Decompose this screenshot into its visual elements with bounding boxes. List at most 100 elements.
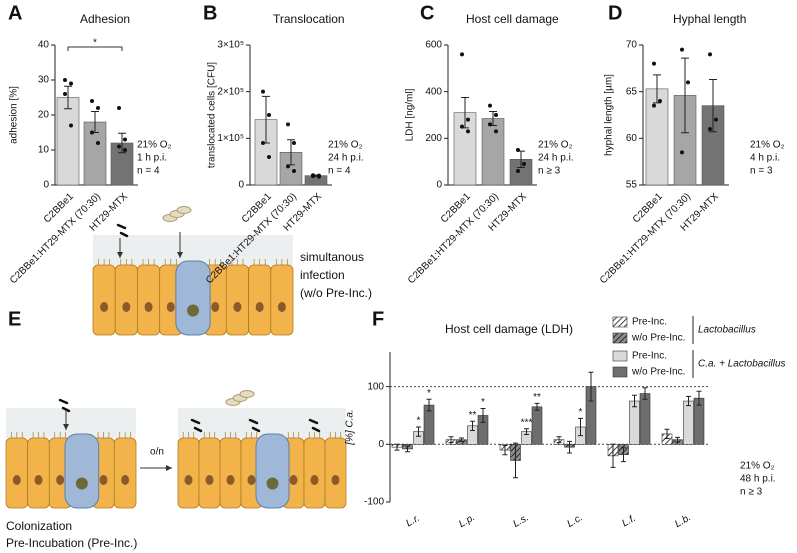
x-tick-label: L.r.: [404, 513, 422, 530]
nucleus: [184, 475, 193, 485]
error-bar: [118, 132, 126, 154]
error-bar: [394, 443, 400, 451]
annotation: n ≥ 3: [740, 487, 763, 498]
annotation: 4 h p.i.: [750, 153, 780, 164]
y-tick-label: 0: [378, 439, 384, 450]
error-bar: [567, 440, 572, 454]
bacterium: [190, 418, 201, 425]
nucleus: [310, 475, 319, 485]
y-axis-label: translocated cells [CFU]: [207, 62, 218, 168]
bacterium: [248, 418, 259, 425]
data-point: [680, 47, 684, 52]
nucleus: [122, 302, 131, 312]
data-point: [90, 130, 94, 135]
x-tick-label: L.f.: [620, 513, 638, 529]
panel-letter: C: [420, 2, 434, 24]
data-point: [686, 80, 690, 85]
bacterium: [193, 426, 203, 433]
legend-swatch: [612, 332, 628, 344]
error-bar: [632, 394, 637, 408]
data-point: [652, 103, 656, 108]
nucleus: [34, 475, 43, 485]
error-bar: [578, 417, 583, 437]
cell: [27, 437, 50, 509]
panel-letter: A: [8, 2, 22, 24]
bacterium: [116, 223, 127, 230]
legend-swatch: [612, 350, 628, 362]
data-point: [267, 113, 271, 117]
error-bar: [502, 444, 508, 456]
cell: [219, 437, 242, 509]
error-bar: [588, 371, 594, 402]
data-point: [494, 113, 498, 117]
data-point: [267, 155, 271, 159]
data-point: [123, 137, 127, 142]
diagram-label: Pre-Incubation (Pre-Inc.): [6, 536, 137, 550]
error-bar: [534, 402, 540, 411]
cell: [92, 264, 116, 336]
annotation: 24 h p.i.: [538, 153, 574, 164]
nucleus: [233, 302, 242, 312]
y-tick-label: 65: [626, 86, 638, 97]
data-point: [460, 124, 464, 129]
medium: [178, 408, 346, 438]
y-tick-label: 20: [38, 110, 50, 121]
bacterium: [311, 426, 321, 433]
data-point: [460, 52, 464, 57]
bacterium: [58, 398, 69, 405]
data-point: [708, 127, 712, 131]
annotation: n ≥ 3: [538, 166, 561, 177]
diagram-label: infection: [300, 268, 345, 282]
chart-title: Host cell damage: [466, 12, 559, 26]
data-point: [292, 169, 296, 173]
significance-label: **: [533, 392, 541, 403]
cell: [270, 264, 294, 336]
cell: [225, 264, 249, 336]
panel-letter: D: [608, 2, 622, 24]
annotation: 1 h p.i.: [137, 153, 167, 164]
y-tick-label: 10: [38, 145, 50, 156]
error-bar: [621, 447, 626, 463]
medium: [6, 408, 136, 438]
data-point: [123, 148, 127, 152]
panel-letter: F: [372, 308, 384, 330]
chart-title: Host cell damage (LDH): [445, 322, 573, 336]
bacterium: [308, 418, 319, 425]
error-bar: [709, 79, 717, 133]
data-point: [488, 122, 492, 127]
cell: [5, 437, 29, 509]
nucleus: [277, 302, 286, 312]
legend-swatch: [612, 316, 628, 328]
bar: [683, 400, 694, 445]
legend-label: w/o Pre-Inc.: [631, 333, 685, 344]
data-point: [96, 141, 100, 145]
significance-label: **: [469, 410, 477, 421]
y-tick-label: 55: [626, 180, 638, 191]
panel-letter: B: [203, 2, 217, 24]
data-point: [63, 92, 67, 96]
y-tick-label: 100: [367, 381, 384, 392]
y-tick-label: 0: [436, 180, 442, 191]
annotation: 24 h p.i.: [328, 153, 364, 164]
annotation: 21% O₂: [750, 140, 785, 151]
error-bar: [416, 426, 421, 437]
y-tick-label: 70: [626, 40, 638, 51]
fungus: [239, 390, 255, 398]
data-point: [286, 164, 290, 169]
cell: [198, 437, 221, 509]
y-tick-label: 60: [626, 133, 638, 144]
data-point: [261, 141, 265, 145]
y-axis-label: adhesion [%]: [9, 86, 20, 144]
data-point: [90, 99, 94, 103]
data-point: [69, 123, 73, 128]
x-tick-label: L.s.: [511, 512, 530, 530]
arrow-head: [63, 424, 69, 430]
y-tick-label: 3×10⁵: [217, 40, 244, 51]
y-tick-label: 400: [425, 86, 442, 97]
y-axis-label: LDH [ng/ml]: [405, 88, 416, 141]
cell: [113, 437, 137, 509]
diagram-label: (w/o Pre-Inc.): [300, 286, 372, 300]
data-point: [117, 144, 121, 149]
data-point: [516, 148, 520, 152]
